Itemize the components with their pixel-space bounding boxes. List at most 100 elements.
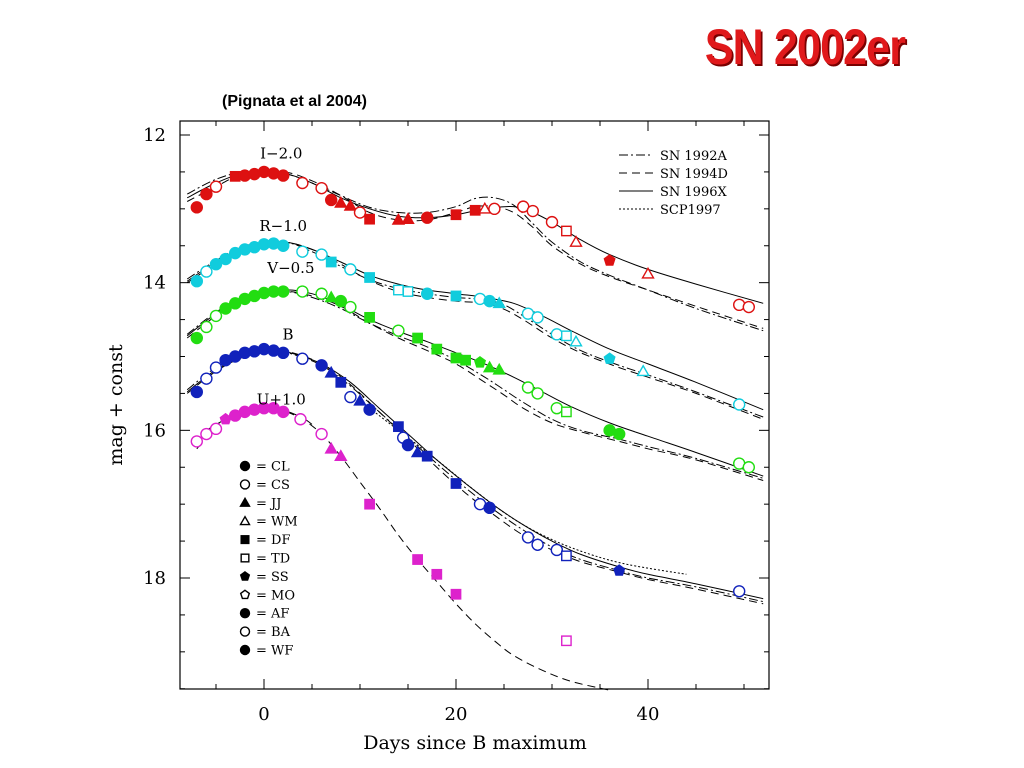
data-point (469, 204, 481, 216)
data-point (526, 204, 539, 218)
data-point (613, 427, 626, 441)
data-point (603, 352, 616, 364)
data-point (315, 248, 328, 261)
curve-scp1997 (359, 400, 687, 575)
data-point (450, 352, 462, 364)
data-point (219, 302, 232, 315)
y-tick-label: 16 (143, 420, 166, 441)
data-point (545, 215, 559, 229)
data-point (742, 461, 755, 474)
data-point (401, 438, 415, 452)
band-label: B (282, 325, 293, 343)
data-point (421, 211, 434, 224)
data-point (239, 460, 251, 472)
data-point (482, 360, 497, 373)
data-point (335, 376, 347, 388)
data-point (325, 256, 337, 268)
data-point (531, 538, 544, 551)
data-point (334, 294, 347, 308)
data-point (315, 427, 328, 441)
data-point (209, 180, 223, 193)
data-point (315, 359, 328, 372)
data-point (239, 571, 251, 581)
data-point (209, 361, 223, 374)
data-point (364, 272, 375, 283)
observer-label: = MO (256, 588, 295, 603)
data-point (364, 213, 375, 225)
band-label: V−0.5 (266, 259, 314, 277)
data-point (450, 209, 462, 221)
data-point (353, 393, 367, 406)
data-point (393, 284, 404, 296)
data-point (561, 635, 572, 647)
data-point (492, 362, 506, 375)
data-point (296, 176, 309, 190)
legend-label: SCP1997 (660, 203, 721, 218)
data-point (294, 413, 307, 426)
data-point (531, 311, 544, 324)
data-point (364, 311, 375, 323)
data-point (391, 212, 406, 225)
data-point (229, 170, 241, 182)
data-point (550, 401, 563, 415)
data-point (296, 245, 309, 258)
data-point (569, 334, 583, 347)
data-point (239, 479, 251, 490)
band-label: R−1.0 (259, 217, 307, 235)
data-point (521, 531, 535, 544)
data-point (402, 286, 414, 297)
data-point (325, 193, 338, 207)
curve-sn1996x (186, 289, 764, 477)
data-point (239, 496, 251, 507)
data-point (363, 403, 376, 416)
data-point (550, 328, 563, 341)
data-point (190, 201, 204, 214)
band-label: I−2.0 (260, 144, 302, 162)
x-tick-label: 20 (445, 704, 468, 725)
observer-label: = AF (256, 607, 289, 622)
observer-label: = BA (256, 625, 291, 640)
observer-label: = TD (256, 552, 290, 567)
legend-label: SN 1996X (660, 185, 727, 200)
data-point (641, 266, 655, 279)
data-point (277, 285, 290, 298)
data-point (190, 331, 204, 345)
x-tick-label: 0 (258, 704, 269, 725)
data-point (239, 644, 251, 656)
slide-title: SN 2002er (704, 19, 906, 75)
data-point (239, 626, 251, 637)
band-labels: I−2.0 R−1.0 V−0.5 B U+1.0 (257, 144, 315, 408)
data-point (200, 372, 213, 385)
observer-legend: = CL = CS = JJ = WM = DF = TD = SS = MO = AF = BA… (239, 460, 298, 659)
data-point (421, 287, 434, 300)
data-point (561, 406, 572, 418)
data-point (531, 387, 544, 400)
data-point (240, 553, 250, 563)
data-point (478, 201, 492, 214)
data-point (412, 332, 423, 344)
curve-sn1994d (186, 290, 764, 481)
data-point (277, 405, 290, 419)
y-tick-label: 14 (143, 273, 166, 294)
y-tick-label: 18 (143, 568, 166, 589)
data-point (550, 543, 563, 557)
data-point (209, 422, 223, 436)
template-legend: SN 1992A SN 1994D SN 1996X SCP1997 (619, 149, 728, 218)
data-point (324, 290, 338, 303)
data-point (190, 435, 204, 448)
data-point (393, 421, 404, 433)
data-point (431, 343, 443, 355)
data-point (344, 390, 357, 404)
data-point (277, 239, 290, 252)
observer-label: = JJ (256, 496, 281, 511)
data-point (521, 381, 535, 394)
data-point (353, 206, 367, 219)
data-point (561, 550, 572, 562)
data-point (421, 450, 433, 462)
data-point (344, 300, 357, 314)
data-point (324, 441, 338, 454)
data-point (488, 202, 501, 216)
data-point (733, 585, 746, 598)
data-point (239, 589, 251, 600)
data-point (410, 445, 425, 458)
